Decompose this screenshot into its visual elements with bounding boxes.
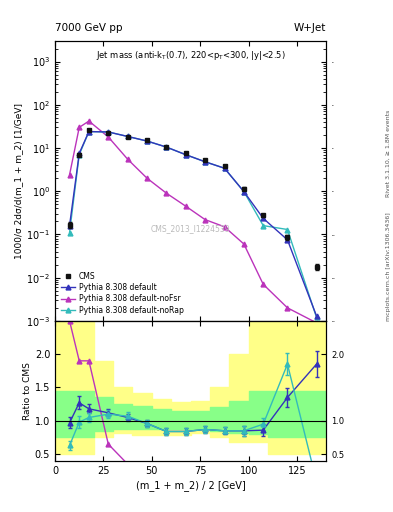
Text: W+Jet: W+Jet (294, 23, 326, 33)
Text: mcplots.cern.ch [arXiv:1306.3436]: mcplots.cern.ch [arXiv:1306.3436] (386, 212, 391, 321)
Text: CMS_2013_I1224539: CMS_2013_I1224539 (151, 224, 230, 233)
Y-axis label: Ratio to CMS: Ratio to CMS (23, 362, 32, 420)
Y-axis label: 1000/σ 2dσ/d(m_1 + m_2) [1/GeV]: 1000/σ 2dσ/d(m_1 + m_2) [1/GeV] (15, 103, 24, 259)
Text: Jet mass (anti-k$_\mathregular{T}$(0.7), 220<p$_\mathregular{T}$<300, |y|<2.5): Jet mass (anti-k$_\mathregular{T}$(0.7),… (95, 49, 286, 62)
X-axis label: (m_1 + m_2) / 2 [GeV]: (m_1 + m_2) / 2 [GeV] (136, 480, 246, 490)
Legend: CMS, Pythia 8.308 default, Pythia 8.308 default-noFsr, Pythia 8.308 default-noRa: CMS, Pythia 8.308 default, Pythia 8.308 … (59, 270, 186, 317)
Text: 7000 GeV pp: 7000 GeV pp (55, 23, 123, 33)
Text: Rivet 3.1.10, ≥ 1.8M events: Rivet 3.1.10, ≥ 1.8M events (386, 110, 391, 197)
